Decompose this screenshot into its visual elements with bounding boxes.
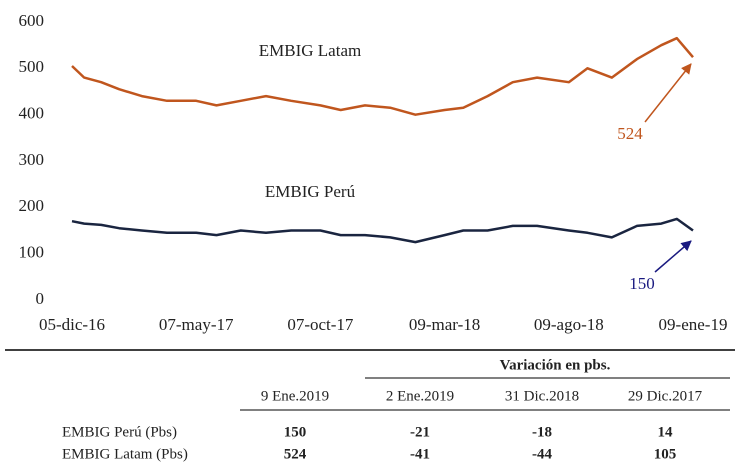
series-line	[71, 217, 694, 244]
y-tick-label: 100	[19, 243, 45, 262]
annotation: 524	[617, 124, 643, 143]
y-tick-label: 200	[19, 196, 45, 215]
cell: -44	[532, 446, 552, 462]
row-label: EMBIG Latam (Pbs)	[62, 446, 188, 462]
arrow	[644, 63, 692, 123]
cell: 105	[654, 446, 677, 462]
x-tick-label: 07-may-17	[159, 315, 234, 334]
x-tick-label: 05-dic-16	[39, 315, 105, 334]
cell: -41	[410, 446, 430, 462]
cell: 524	[284, 446, 307, 462]
x-tick-label: 07-oct-17	[287, 315, 354, 334]
x-tick-label: 09-mar-18	[409, 315, 480, 334]
column-header: 29 Dic.2017	[628, 388, 703, 404]
column-header: 31 Dic.2018	[505, 388, 579, 404]
arrow	[654, 240, 692, 273]
cell: 14	[658, 424, 674, 440]
column-header: 9 Ene.2019	[261, 388, 329, 404]
y-tick-label: 400	[19, 104, 45, 123]
y-tick-label: 0	[36, 289, 45, 308]
cell: 150	[284, 424, 307, 440]
annotation: 150	[629, 274, 655, 293]
series-label: EMBIG Perú	[265, 182, 356, 201]
y-tick-label: 500	[19, 57, 45, 76]
row-label: EMBIG Perú (Pbs)	[62, 424, 177, 440]
cell: -18	[532, 424, 552, 440]
series-label: EMBIG Latam	[259, 41, 361, 60]
x-tick-label: 09-ene-19	[659, 315, 728, 334]
cell: -21	[410, 424, 430, 440]
y-tick-label: 300	[19, 150, 45, 169]
x-tick-label: 09-ago-18	[534, 315, 604, 334]
y-tick-label: 600	[19, 11, 45, 30]
table-header: Variación en pbs.	[500, 357, 611, 373]
column-header: 2 Ene.2019	[386, 388, 454, 404]
series-line	[71, 36, 694, 116]
